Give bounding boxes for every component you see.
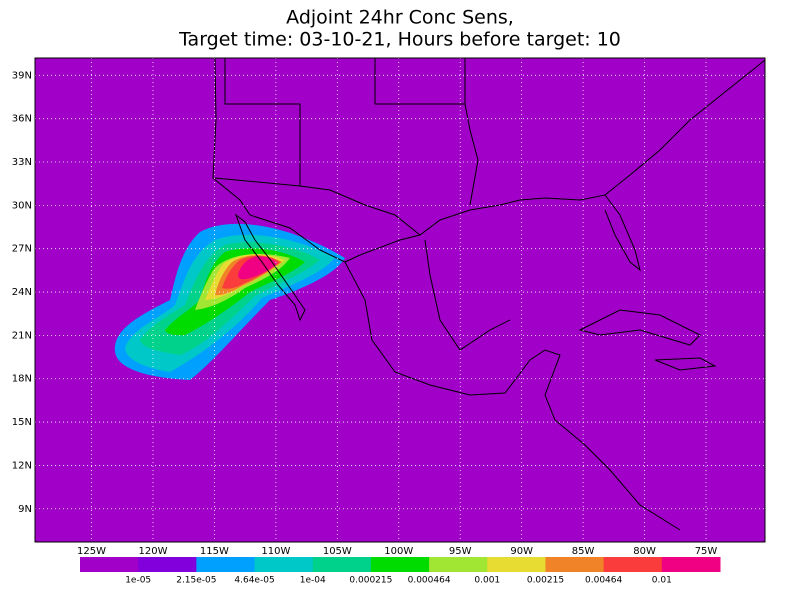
- title-line: Target time: 03-10-21, Hours before targ…: [178, 29, 621, 51]
- lon-tick-label: 85W: [572, 546, 595, 557]
- lat-tick-label: 30N: [12, 200, 32, 211]
- colorbar-label: 0.000215: [349, 576, 392, 586]
- lat-tick-label: 15N: [12, 417, 32, 428]
- plume-contour: [238, 256, 278, 280]
- colorbar-swatch: [196, 557, 256, 572]
- lat-tick-label: 33N: [12, 157, 32, 168]
- lon-tick-label: 115W: [200, 546, 229, 557]
- coastline: [214, 177, 301, 187]
- colorbar-swatch: [254, 557, 314, 572]
- title-line: Adjoint 24hr Conc Sens,: [286, 7, 514, 29]
- colorbar-label: 2.15e-05: [176, 576, 216, 586]
- colorbar-swatch: [370, 557, 430, 572]
- coastline: [424, 239, 511, 351]
- coastline: [469, 159, 479, 206]
- lat-tick-label: 9N: [18, 504, 32, 515]
- lon-tick-label: 125W: [77, 546, 106, 557]
- colorbar-swatch: [429, 557, 488, 572]
- coastline: [604, 59, 766, 196]
- coastline: [212, 57, 681, 531]
- colorbar-swatch: [661, 557, 721, 572]
- colorbar-label: 1e-05: [125, 576, 151, 586]
- lat-tick-label: 36N: [12, 114, 32, 125]
- colorbar-swatch: [312, 557, 372, 572]
- lon-tick-label: 105W: [323, 546, 352, 557]
- colorbar-swatch: [138, 557, 197, 572]
- colorbar-label: 0.001: [474, 576, 500, 586]
- colorbar-label: 0.01: [652, 576, 672, 586]
- map-frame: [34, 57, 766, 543]
- colorbar-label: 0.00464: [585, 576, 622, 586]
- lon-tick-label: 95W: [449, 546, 472, 557]
- coastline: [344, 194, 641, 272]
- colorbar-swatch: [603, 557, 663, 572]
- field-background: [35, 58, 765, 542]
- colorbar-swatch: [80, 557, 139, 572]
- lon-tick-label: 75W: [695, 546, 718, 557]
- lat-tick-label: 12N: [12, 460, 32, 471]
- lon-tick-label: 100W: [384, 546, 413, 557]
- lon-tick-label: 80W: [633, 546, 656, 557]
- lon-tick-label: 90W: [510, 546, 533, 557]
- lat-tick-label: 24N: [12, 287, 32, 298]
- lat-tick-label: 27N: [12, 244, 32, 255]
- colorbar-swatch: [545, 557, 605, 572]
- colorbar-swatch: [487, 557, 546, 572]
- colorbar-label: 1e-04: [300, 576, 326, 586]
- coastline: [654, 357, 717, 371]
- lat-tick-label: 21N: [12, 330, 32, 341]
- lon-tick-label: 110W: [261, 546, 290, 557]
- lat-tick-label: 39N: [12, 70, 32, 81]
- colorbar-label: 0.00215: [527, 576, 564, 586]
- coastline: [234, 213, 306, 322]
- colorbar-label: 4.64e-05: [234, 576, 274, 586]
- map-area: [35, 57, 766, 542]
- coastline: [299, 185, 421, 236]
- colorbar-label: 0.000464: [408, 576, 451, 586]
- lat-tick-label: 18N: [12, 374, 32, 385]
- lon-tick-label: 120W: [138, 546, 167, 557]
- coastline: [578, 309, 701, 346]
- coastline: [224, 58, 301, 186]
